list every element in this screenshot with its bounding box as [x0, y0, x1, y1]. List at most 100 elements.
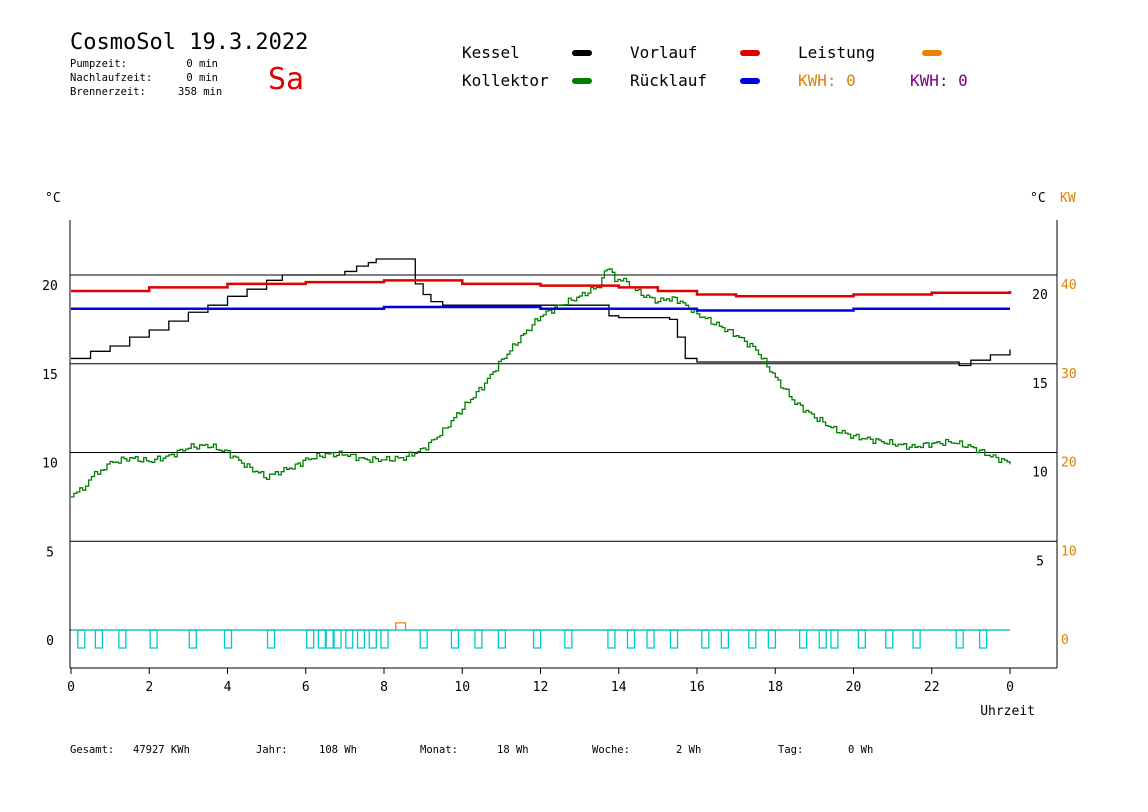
pump-pulse: [857, 629, 866, 649]
woche-label: Woche:: [592, 744, 630, 756]
x-tick-label: 20: [846, 680, 862, 695]
gesamt-value: 47927 KWh: [133, 744, 190, 756]
brennerzeit-label: Brennerzeit:: [70, 86, 146, 98]
x-tick-label: 22: [924, 680, 940, 695]
pump-pulse: [818, 629, 827, 649]
legend-kollektor-label: Kollektor: [462, 71, 549, 90]
pump-pulse: [317, 629, 327, 649]
y-tick-label-left: 15: [42, 368, 58, 383]
pump-pulse: [607, 629, 616, 649]
x-tick-label: 16: [689, 680, 705, 695]
legend-leistung-label: Leistung: [798, 43, 876, 62]
x-tick-label: 14: [611, 680, 627, 695]
y-axis-label-left: °C: [45, 191, 61, 206]
pump-pulse: [306, 629, 315, 649]
pump-pulse: [356, 629, 366, 649]
series-vorlauf-line: [71, 279, 1012, 298]
monat-value: 18 Wh: [497, 744, 529, 756]
pump-pulse: [266, 629, 276, 649]
pump-pulse: [94, 629, 104, 649]
pump-pulse: [532, 629, 542, 649]
legend-vorlauf-label: Vorlauf: [630, 43, 698, 62]
series-kessel-line: [71, 258, 1011, 367]
x-tick-label: 4: [224, 680, 232, 695]
pump-pulse: [720, 629, 730, 649]
pumpzeit-value: 0 min: [186, 58, 218, 70]
pump-pulse: [646, 629, 655, 649]
pump-pulse: [188, 629, 197, 649]
pump-pulse: [955, 629, 964, 649]
pump-pulse: [885, 629, 894, 649]
pump-pulse: [767, 629, 776, 649]
series-leistung-line: [71, 622, 1010, 631]
weekday-label: Sa: [268, 62, 305, 97]
jahr-label: Jahr:: [256, 744, 288, 756]
pump-pulse: [223, 629, 233, 649]
pumpzeit-label: Pumpzeit:: [70, 58, 127, 70]
y-tick-label-left: 20: [42, 279, 58, 294]
kw-tick-label: 40: [1061, 278, 1077, 293]
pump-pulse: [450, 629, 460, 649]
y-tick-label-right: 10: [1032, 466, 1048, 481]
pump-pulse: [77, 629, 86, 649]
legend-kessel-label: Kessel: [462, 43, 520, 62]
monat-label: Monat:: [420, 744, 458, 756]
x-tick-label: 0: [1006, 680, 1014, 695]
kw-tick-label: 0: [1061, 633, 1069, 648]
legend-ruecklauf-label: Rücklauf: [630, 71, 708, 90]
pump-pulse: [368, 629, 377, 649]
pump-pulse: [325, 629, 334, 649]
y-tick-label-right: 5: [1036, 554, 1044, 569]
x-tick-label: 10: [454, 680, 470, 695]
pump-pulse: [912, 629, 921, 649]
x-tick-label: 6: [302, 680, 310, 695]
nachlaufzeit-value: 0 min: [186, 72, 218, 84]
x-tick-label: 8: [380, 680, 388, 695]
chart-title: CosmoSol 19.3.2022: [70, 30, 309, 55]
y-tick-label-left: 5: [46, 545, 54, 560]
pump-pulse: [669, 629, 679, 649]
kwh-purple-label: KWH: 0: [910, 71, 968, 90]
gesamt-label: Gesamt:: [70, 744, 115, 756]
kw-tick-label: 30: [1061, 367, 1077, 382]
legend-kollektor-swatch: [572, 78, 592, 84]
pump-pulse: [798, 629, 808, 649]
pump-pulse: [118, 629, 127, 649]
x-tick-label: 2: [145, 680, 153, 695]
y-axis-label-right: °C: [1030, 191, 1046, 206]
kw-tick-label: 20: [1061, 456, 1077, 471]
kwh-orange-label: KWH: 0: [798, 71, 856, 90]
x-tick-label: 18: [767, 680, 783, 695]
pump-pulse: [701, 629, 710, 649]
jahr-value: 108 Wh: [319, 744, 357, 756]
pump-pulse: [497, 629, 507, 649]
tag-label: Tag:: [778, 744, 804, 756]
x-tick-label: 12: [533, 680, 549, 695]
x-axis-label: Uhrzeit: [980, 704, 1035, 719]
legend-kessel-swatch: [572, 50, 592, 56]
pump-pulse: [380, 629, 389, 649]
pump-pulse: [748, 629, 757, 649]
y-tick-label-right: 15: [1032, 377, 1048, 392]
series-kollektor-line: [71, 268, 1011, 498]
legend-leistung-swatch: [922, 50, 942, 56]
pump-pulse: [564, 629, 573, 649]
y-axis-label-kw: KW: [1060, 191, 1076, 206]
pump-pulse: [333, 629, 342, 649]
y-tick-label-right: 20: [1032, 288, 1048, 303]
y-tick-label-left: 0: [46, 634, 54, 649]
pump-pulse: [978, 629, 988, 649]
legend-vorlauf-swatch: [740, 50, 760, 56]
pump-pulse: [830, 629, 839, 649]
series-rcklauf-line: [71, 305, 1010, 312]
legend-ruecklauf-swatch: [740, 78, 760, 84]
pump-pulse: [626, 629, 636, 649]
tag-value: 0 Wh: [848, 744, 874, 756]
pump-pulse: [345, 629, 354, 649]
y-tick-label-left: 10: [42, 457, 58, 472]
nachlaufzeit-label: Nachlaufzeit:: [70, 72, 153, 84]
brennerzeit-value: 358 min: [178, 86, 223, 98]
x-tick-label: 0: [67, 680, 75, 695]
pump-pulse: [149, 629, 158, 649]
